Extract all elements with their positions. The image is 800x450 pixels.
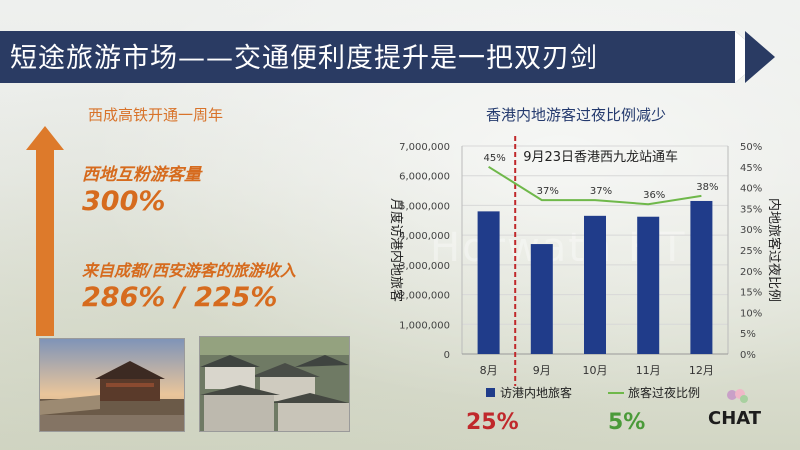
x-tick-label: 12月 [689,364,714,377]
y-tick-label: 0 [444,350,450,361]
page-title: 短途旅游市场——交通便利度提升是一把双刃剑 [10,43,598,74]
y2-tick-label: 5% [740,329,756,340]
y-tick-label: 2,000,000 [399,291,450,302]
watermark: Horwath HTL [430,225,711,271]
up-arrow-icon [26,126,64,150]
x-tick-label: 9月 [533,364,551,377]
bar [637,216,660,354]
legend-swatch-bar [486,388,495,397]
y2-axis-title: 内地旅客过夜比例 [766,198,782,302]
brand-label: CHAT [708,408,762,429]
y-tick-label: 3,000,000 [399,261,450,272]
bar-change-value: 25% [466,410,519,435]
bar [690,200,713,354]
stat2-label: 来自成都/西安游客的旅游收入 [82,261,296,280]
line-data-label: 38% [696,182,718,193]
y2-tick-label: 45% [740,163,762,174]
legend-label-line: 旅客过夜比例 [628,385,700,400]
y-axis-title: 月度访港内地旅客 [388,198,404,302]
left-subtitle: 西成高铁开通一周年 [88,106,224,124]
line-data-label: 37% [590,186,612,197]
line-data-label: 45% [483,153,505,164]
bar [530,244,553,354]
y2-tick-label: 40% [740,184,762,195]
y2-tick-label: 50% [740,142,762,153]
y2-tick-label: 10% [740,308,762,319]
y-tick-label: 6,000,000 [399,172,450,183]
y2-tick-label: 30% [740,225,762,236]
title-banner [0,31,765,83]
stat2-value: 286% / 225% [82,282,278,313]
old-town-photo [199,336,350,432]
annotation-label: 9月23日香港西九龙站通车 [523,149,678,165]
y-tick-label: 4,000,000 [399,231,450,242]
chart-title: 香港内地游客过夜比例减少 [486,106,667,124]
up-arrow-shaft [36,148,54,336]
x-tick-label: 8月 [480,364,498,377]
line-data-label: 37% [537,186,559,197]
stat1-label: 西地互粉游客量 [82,165,201,185]
y2-tick-label: 35% [740,204,762,215]
y2-tick-label: 20% [740,267,762,278]
chat-logo-icon [727,389,748,403]
x-tick-label: 10月 [583,364,608,377]
line-data-label: 36% [643,190,665,201]
line-change-value: 5% [608,410,646,435]
y2-tick-label: 25% [740,246,762,257]
bar [477,211,500,354]
city-wall-photo [39,338,185,432]
y2-tick-label: 0% [740,350,756,361]
legend-label-bar: 访港内地旅客 [500,385,572,400]
chevron-navy-icon [745,31,775,83]
bar [584,215,606,354]
y-tick-label: 7,000,000 [399,142,450,153]
y-tick-label: 1,000,000 [399,320,450,331]
y-tick-label: 5,000,000 [399,201,450,212]
x-tick-label: 11月 [636,364,661,377]
line-series [488,165,702,206]
stat1-value: 300% [82,186,166,217]
y2-tick-label: 15% [740,288,762,299]
